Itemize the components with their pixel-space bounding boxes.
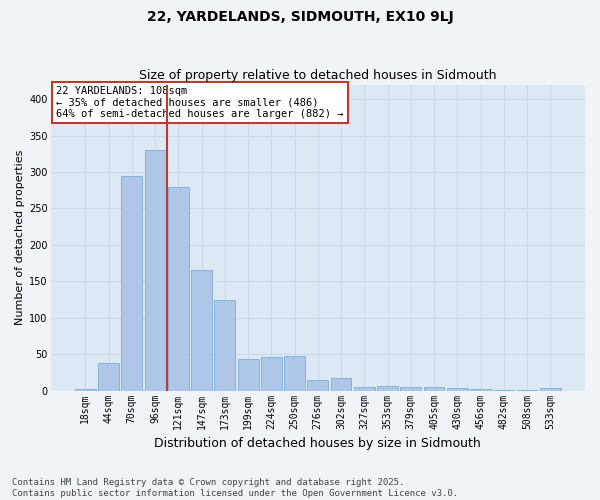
Bar xyxy=(540,388,561,390)
Bar xyxy=(191,270,212,390)
Bar xyxy=(354,387,375,390)
Bar xyxy=(214,300,235,390)
X-axis label: Distribution of detached houses by size in Sidmouth: Distribution of detached houses by size … xyxy=(154,437,481,450)
Y-axis label: Number of detached properties: Number of detached properties xyxy=(15,150,25,326)
Text: 22 YARDELANDS: 108sqm
← 35% of detached houses are smaller (486)
64% of semi-det: 22 YARDELANDS: 108sqm ← 35% of detached … xyxy=(56,86,343,120)
Bar xyxy=(284,356,305,390)
Bar xyxy=(75,389,96,390)
Bar xyxy=(307,380,328,390)
Text: Contains HM Land Registry data © Crown copyright and database right 2025.
Contai: Contains HM Land Registry data © Crown c… xyxy=(12,478,458,498)
Bar xyxy=(447,388,468,390)
Bar xyxy=(98,363,119,390)
Title: Size of property relative to detached houses in Sidmouth: Size of property relative to detached ho… xyxy=(139,69,497,82)
Bar xyxy=(168,186,189,390)
Text: 22, YARDELANDS, SIDMOUTH, EX10 9LJ: 22, YARDELANDS, SIDMOUTH, EX10 9LJ xyxy=(146,10,454,24)
Bar xyxy=(377,386,398,390)
Bar xyxy=(261,357,282,390)
Bar xyxy=(424,387,445,390)
Bar xyxy=(331,378,352,390)
Bar xyxy=(145,150,166,390)
Bar xyxy=(400,387,421,390)
Bar xyxy=(121,176,142,390)
Bar xyxy=(238,360,259,390)
Bar xyxy=(470,389,491,390)
